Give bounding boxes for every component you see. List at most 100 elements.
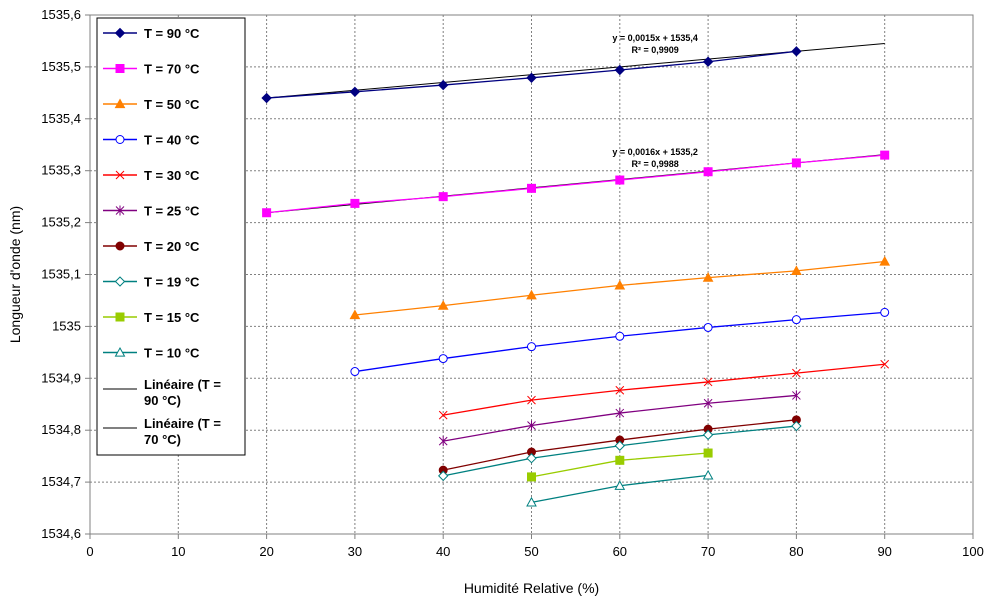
legend-marker-t-15-c — [115, 312, 125, 322]
data-point-t-50-c — [791, 265, 802, 275]
legend-marker-t-90-c — [114, 27, 126, 39]
legend: T = 90 °C T = 70 °C T = 50 °C T = 40 °C T = … — [96, 17, 246, 456]
y-tick-label: 1535,5 — [41, 59, 81, 74]
y-tick-label: 1535 — [52, 318, 81, 333]
y-tick-label: 1535,1 — [41, 267, 81, 282]
x-tick-label: 30 — [348, 544, 362, 559]
data-point-t-50-c — [349, 309, 361, 320]
series-t-70-c — [262, 150, 890, 218]
legend-marker-t-50-c — [114, 98, 126, 109]
data-point-t-70-c — [350, 198, 360, 208]
axes: 0 10 20 30 40 50 60 70 80 90 100 1534,6 1534,7 1534,8… — [41, 7, 984, 559]
series-t-50-c — [349, 255, 891, 320]
data-series — [261, 46, 891, 507]
data-point-t-50-c — [437, 300, 449, 310]
y-tick-label: 1535,4 — [41, 111, 81, 126]
x-tick-label: 40 — [436, 544, 450, 559]
data-point-t-70-c — [527, 183, 536, 193]
legend-label-t-40-c: T = 40 °C — [144, 133, 200, 148]
data-point-t-30-c — [792, 368, 801, 378]
data-point-t-30-c — [438, 410, 448, 420]
trend-equation-2: y = 0,0016x + 1535,2 — [612, 147, 698, 157]
x-tick-label: 90 — [877, 544, 891, 559]
legend-marker-t-10-c — [114, 346, 126, 357]
data-point-t-15-c — [527, 472, 536, 482]
y-tick-label: 1534,6 — [41, 526, 81, 541]
data-point-t-25-c — [527, 420, 536, 431]
data-point-t-19-c — [614, 440, 626, 451]
data-point-t-15-c — [703, 448, 713, 458]
series-line-t-30-c — [443, 363, 885, 416]
x-tick-label: 70 — [701, 544, 715, 559]
y-tick-label: 1534,8 — [41, 422, 81, 437]
data-point-t-25-c — [438, 436, 448, 447]
x-tick-label: 100 — [962, 544, 984, 559]
x-tick-label: 10 — [171, 544, 185, 559]
data-point-t-40-c — [527, 342, 536, 352]
legend-label-t-20-c: T = 20 °C — [144, 239, 200, 254]
legend-label-t-10-c: T = 10 °C — [144, 346, 200, 361]
y-tick-label: 1535,3 — [41, 163, 81, 178]
y-tick-label: 1535,6 — [41, 7, 81, 22]
data-point-t-25-c — [792, 390, 801, 401]
data-point-t-25-c — [615, 408, 625, 419]
data-point-t-19-c — [702, 429, 714, 441]
data-point-t-90-c — [349, 86, 361, 98]
data-point-t-10-c — [702, 469, 714, 480]
trend-r-squared-2: R² = 0,9988 — [631, 159, 678, 169]
data-point-t-15-c — [615, 455, 625, 465]
data-point-t-90-c — [791, 46, 802, 57]
x-axis-title: Humidité Relative (%) — [464, 580, 599, 596]
trend-annotations: y = 0,0015x + 1535,4 R² = 0,9909 y = 0,001… — [612, 33, 698, 169]
legend-label-t-50-c: T = 50 °C — [144, 97, 200, 112]
series-t-40-c — [350, 307, 890, 377]
data-point-t-10-c — [614, 480, 626, 490]
y-tick-label: 1535,2 — [41, 215, 81, 230]
data-point-t-70-c — [615, 175, 625, 185]
legend-label-t-15-c: T = 15 °C — [144, 310, 200, 325]
data-point-t-19-c — [526, 453, 537, 464]
series-line-t-25-c — [443, 394, 797, 442]
data-point-t-40-c — [615, 331, 625, 341]
data-point-t-50-c — [879, 255, 891, 266]
data-point-t-50-c — [526, 289, 537, 300]
series-line-t-70-c — [266, 154, 885, 214]
legend-marker-t-25-c — [115, 205, 125, 216]
data-point-t-30-c — [703, 377, 713, 387]
trend-equation-1: y = 0,0015x + 1535,4 — [612, 33, 698, 43]
data-point-t-90-c — [614, 64, 626, 76]
x-tick-label: 20 — [259, 544, 273, 559]
data-point-t-70-c — [880, 150, 890, 160]
y-tick-label: 1534,7 — [41, 474, 81, 489]
legend-label-t-30-c: T = 30 °C — [144, 168, 200, 183]
data-point-t-70-c — [438, 192, 448, 202]
data-point-t-19-c — [791, 420, 802, 432]
legend-label-t-70-c: T = 70 °C — [144, 62, 200, 77]
data-point-t-19-c — [437, 470, 449, 482]
y-axis-title: Longueur d'onde (nm) — [7, 206, 23, 343]
legend-label-trendline-t-70-c: Linéaire (T = 70 °C) — [144, 416, 221, 447]
data-point-t-70-c — [703, 167, 713, 177]
data-point-t-40-c — [438, 354, 448, 364]
legend-label-t-25-c: T = 25 °C — [144, 204, 200, 219]
x-tick-label: 60 — [613, 544, 627, 559]
legend-marker-t-30-c — [115, 170, 125, 180]
data-point-t-40-c — [880, 307, 890, 317]
data-point-t-25-c — [703, 398, 713, 409]
x-tick-label: 0 — [86, 544, 93, 559]
legend-box — [96, 17, 246, 456]
data-point-t-90-c — [702, 56, 714, 67]
series-t-25-c — [438, 390, 801, 447]
series-t-10-c — [526, 469, 714, 507]
trendlines — [266, 43, 885, 214]
series-t-19-c — [437, 420, 802, 482]
y-tick-label: 1534,9 — [41, 370, 81, 385]
legend-marker-t-20-c — [115, 241, 125, 251]
legend-label-t-90-c: T = 90 °C — [144, 26, 200, 41]
x-tick-label: 50 — [524, 544, 538, 559]
legend-marker-t-19-c — [114, 276, 126, 287]
data-point-t-90-c — [526, 72, 537, 84]
series-line-t-40-c — [354, 311, 885, 373]
data-point-t-70-c — [262, 208, 272, 218]
